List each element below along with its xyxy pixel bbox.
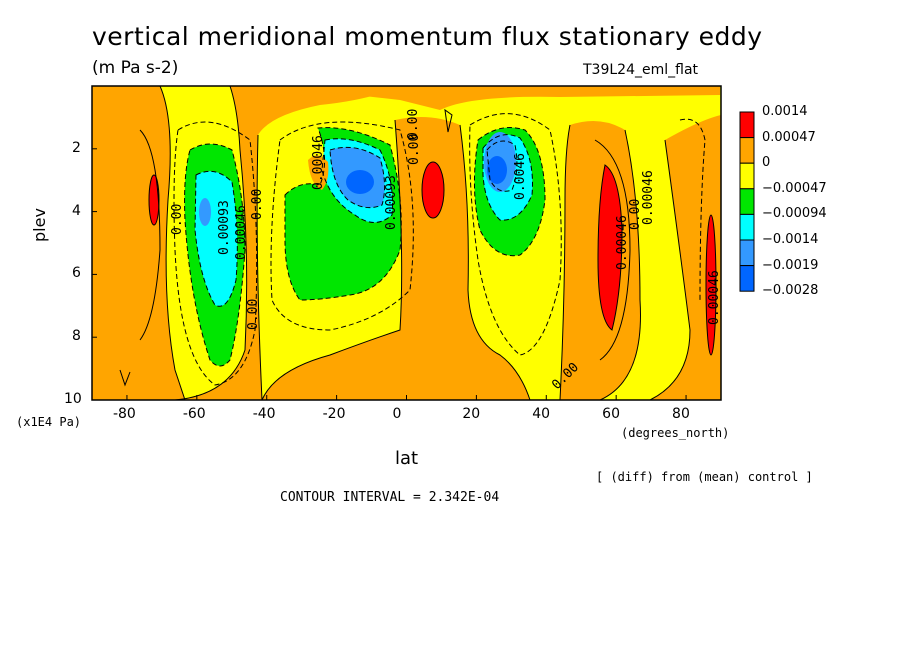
x-tick-label: 80: [672, 406, 690, 422]
contour-label: 0.00: [170, 204, 185, 235]
legend-label: −0.0019: [762, 257, 819, 273]
red-core-northpole: [706, 215, 716, 355]
contour-label: 0.00093: [384, 175, 399, 230]
legend-label: 0: [762, 155, 771, 171]
x-tick-label: -80: [112, 406, 136, 422]
color-legend: [739, 111, 755, 292]
contour-interval: CONTOUR INTERVAL = 2.342E-04: [280, 490, 500, 505]
darkblue-core-midlat: [346, 170, 374, 194]
legend-label: −0.0014: [762, 232, 819, 247]
legend-color-box: [739, 111, 755, 139]
x-tick-label: 40: [532, 406, 551, 422]
legend-label: −0.00094: [762, 206, 827, 222]
blue-core-south: [199, 198, 211, 226]
contour-label: 0.00046: [311, 135, 326, 190]
orange-patch-midlat: [308, 155, 329, 190]
y-tick-label: 2: [72, 139, 81, 156]
x-tick-label: 20: [462, 406, 481, 422]
y-tick-label: 8: [72, 328, 81, 345]
red-core-equator: [422, 162, 444, 218]
darkblue-core-north: [487, 156, 507, 184]
contour-label: 0.00: [628, 199, 643, 230]
y-axis-label: plev: [30, 208, 49, 242]
x-tick-label: 0: [392, 406, 402, 422]
y-axis-units: (x1E4 Pa): [16, 415, 82, 429]
legend-color-box: [739, 188, 755, 215]
legend-label: −0.0028: [762, 283, 819, 299]
legend-color-box: [739, 137, 755, 164]
chart-title: vertical meridional momentum flux statio…: [92, 22, 763, 51]
red-core-north: [598, 165, 622, 330]
contour-label: 0.00: [250, 189, 265, 220]
x-tick-label: -60: [182, 406, 206, 422]
y-tick-label: 6: [72, 265, 81, 282]
red-core-south: [149, 175, 159, 225]
x-tick-label: 60: [602, 406, 620, 422]
contour-label: 0.00046: [707, 270, 722, 325]
legend-color-box: [739, 265, 755, 292]
x-axis-units: (degrees_north): [621, 426, 730, 440]
x-tick-label: -40: [252, 406, 276, 422]
contour-label: 0.00046: [234, 205, 249, 260]
legend-label: −0.00047: [762, 180, 827, 196]
legend-label: 0.00047: [762, 129, 816, 145]
chart-units: (m Pa s-2): [92, 58, 179, 78]
contour-label: 0.00093: [217, 200, 232, 255]
legend-color-box: [739, 213, 755, 241]
legend-color-box: [739, 239, 755, 267]
contour-label: 0.00: [406, 109, 421, 140]
diff-note: [ (diff) from (mean) control ]: [596, 470, 813, 484]
contour-label: 0.0046: [513, 153, 528, 200]
contour-label: 0.00046: [615, 215, 630, 270]
orange-region-southpole: [92, 86, 185, 400]
x-axis-label: lat: [395, 448, 419, 469]
contour-label: 0.00: [246, 299, 261, 330]
y-tick-label: 4: [72, 202, 81, 219]
orange-region-equator: [262, 116, 530, 400]
contour-label: 0.00046: [641, 170, 656, 225]
contour-label: 0.00: [407, 134, 422, 165]
y-tick-label: 10: [64, 391, 82, 407]
orange-region-top: [250, 86, 720, 110]
legend-label: 0.0014: [762, 104, 808, 119]
run-name: T39L24_eml_flat: [583, 62, 699, 78]
orange-region-northpole: [650, 115, 721, 400]
x-tick-label: -20: [322, 406, 346, 422]
legend-color-box: [739, 162, 755, 190]
